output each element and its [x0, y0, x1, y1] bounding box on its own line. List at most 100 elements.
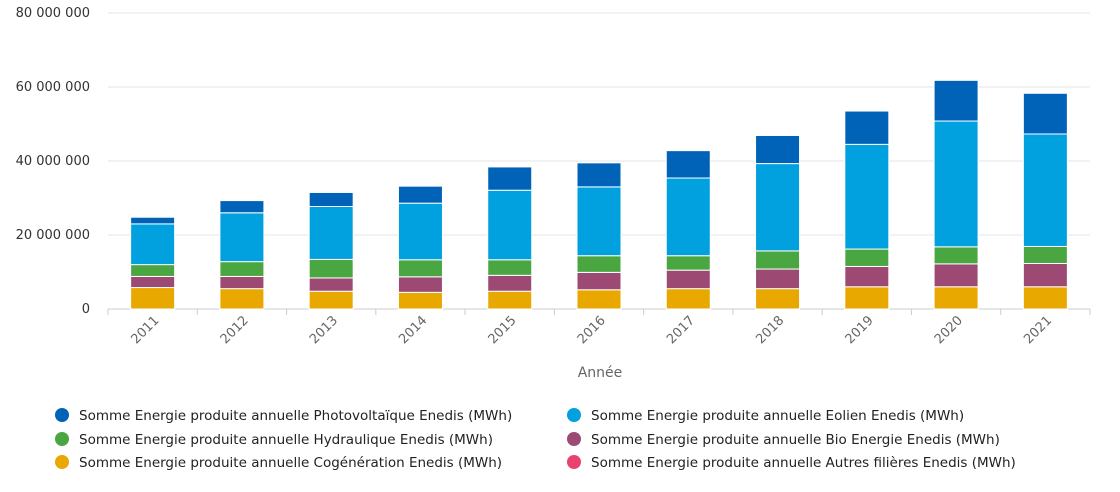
bar-segment — [1022, 92, 1068, 135]
bar-segment — [308, 258, 354, 279]
x-tick-label: 2011 — [128, 313, 162, 347]
y-tick-label: 0 — [82, 302, 90, 317]
bar-segment — [844, 265, 890, 288]
bar-segment — [844, 143, 890, 250]
x-tick-label: 2016 — [575, 313, 609, 347]
bar-segment — [397, 185, 443, 204]
bar-segment — [576, 271, 622, 291]
bar-segment — [397, 291, 443, 310]
bar-segment — [933, 246, 979, 265]
bar-segment — [130, 264, 176, 277]
bar-segment — [130, 275, 176, 289]
bar-segment — [308, 277, 354, 292]
bar-segment — [487, 274, 533, 292]
x-tick-label: 2020 — [932, 313, 966, 347]
bar-segment — [397, 259, 443, 278]
y-axis: 0 20 000 000 40 000 000 60 000 000 80 000 00… — [16, 6, 90, 317]
bar-segment — [665, 255, 711, 271]
bar-stack-2013 — [308, 191, 354, 310]
bar-stack-2017 — [665, 150, 711, 310]
bar-segment — [576, 162, 622, 188]
bar-segment — [576, 255, 622, 273]
bar-segment — [219, 275, 265, 290]
bar-stack-2012 — [219, 200, 265, 310]
bar-segment — [665, 288, 711, 310]
x-tick-label: 2012 — [218, 313, 252, 347]
bar-segment — [755, 268, 801, 290]
legend-item[interactable]: Somme Energie produite annuelle Hydrauli… — [55, 432, 493, 448]
y-tick-label: 60 000 000 — [16, 80, 90, 95]
bar-stack-2011 — [130, 216, 176, 310]
bar-stack-2020 — [933, 79, 979, 310]
x-axis-title: Année — [578, 365, 623, 381]
bar-stack-2019 — [844, 110, 890, 310]
bar-segment — [130, 216, 176, 225]
legend-label: Somme Energie produite annuelle Autres f… — [591, 455, 1016, 471]
bar-segment — [219, 212, 265, 263]
legend-label: Somme Energie produite annuelle Photovol… — [79, 408, 512, 424]
bar-segment — [755, 250, 801, 270]
bar-stack-2021 — [1022, 92, 1068, 310]
bar-segment — [755, 134, 801, 165]
legend-label: Somme Energie produite annuelle Hydrauli… — [79, 432, 493, 448]
legend-item[interactable]: Somme Energie produite annuelle Eolien E… — [567, 408, 964, 424]
bar-segment — [844, 286, 890, 310]
bar-segment — [487, 189, 533, 261]
x-tick-label: 2014 — [396, 313, 430, 347]
bar-segment — [397, 276, 443, 293]
bar-segment — [1022, 245, 1068, 264]
bar-stack-2014 — [397, 185, 443, 310]
y-tick-label: 40 000 000 — [16, 154, 90, 169]
bar-segment — [755, 288, 801, 310]
bar-segment — [308, 206, 354, 260]
legend-item[interactable]: Somme Energie produite annuelle Photovol… — [55, 408, 512, 424]
legend: Somme Energie produite annuelle Photovol… — [55, 408, 1016, 471]
bar-segment — [1022, 286, 1068, 310]
bar-segment — [665, 177, 711, 257]
bar-segment — [219, 288, 265, 310]
x-tick-label: 2018 — [753, 313, 787, 347]
bar-segment — [308, 191, 354, 208]
bar-segment — [1022, 133, 1068, 247]
x-tick-label: 2021 — [1021, 313, 1055, 347]
bar-segment — [844, 248, 890, 267]
bar-segment — [130, 223, 176, 266]
bar-segment — [933, 120, 979, 248]
legend-marker — [55, 455, 69, 469]
bar-segment — [308, 290, 354, 310]
bar-segment — [487, 290, 533, 310]
grid-lines — [108, 12, 1090, 310]
bar-segment — [844, 110, 890, 145]
bar-segment — [755, 163, 801, 252]
bar-segment — [665, 150, 711, 179]
bar-segment — [1022, 262, 1068, 288]
y-tick-label: 80 000 000 — [16, 6, 90, 21]
bar-segment — [487, 166, 533, 191]
legend-marker — [567, 408, 581, 422]
legend-label: Somme Energie produite annuelle Bio Ener… — [591, 432, 1000, 448]
x-tick-label: 2015 — [486, 313, 520, 347]
bar-stack-2015 — [487, 166, 533, 310]
legend-item[interactable]: Somme Energie produite annuelle Cogénéra… — [55, 455, 502, 471]
bar-segment — [130, 287, 176, 310]
bar-segment — [933, 79, 979, 122]
bar-segment — [219, 200, 265, 214]
y-tick-label: 20 000 000 — [16, 228, 90, 243]
bar-segment — [576, 289, 622, 310]
x-tick-label: 2019 — [843, 313, 877, 347]
bar-stack-2018 — [755, 134, 801, 310]
legend-item[interactable]: Somme Energie produite annuelle Bio Ener… — [567, 432, 1000, 448]
legend-marker — [55, 408, 69, 422]
bar-segment — [487, 259, 533, 276]
x-tick-label: 2013 — [307, 313, 341, 347]
legend-label: Somme Energie produite annuelle Eolien E… — [591, 408, 964, 424]
bar-segment — [219, 261, 265, 277]
legend-item[interactable]: Somme Energie produite annuelle Autres f… — [567, 455, 1016, 471]
bar-segment — [933, 263, 979, 288]
x-axis: 2011 2012 2013 2014 2015 2016 2017 2018 2019 2020… — [107, 309, 1091, 347]
legend-marker — [55, 432, 69, 446]
bar-segment — [933, 286, 979, 310]
bar-segment — [397, 202, 443, 261]
bar-segment — [576, 186, 622, 257]
